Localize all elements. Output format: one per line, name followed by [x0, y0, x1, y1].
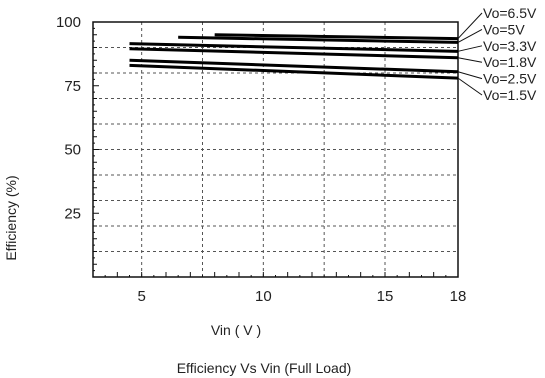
- legend-leader-line: [457, 12, 483, 39]
- chart-title: Efficiency Vs Vin (Full Load): [177, 360, 352, 376]
- legend-leader-line: [457, 77, 483, 96]
- y-tick-label: 100: [56, 14, 81, 31]
- series-line: [129, 63, 459, 80]
- series-line: [129, 47, 459, 60]
- series-layer: [129, 33, 459, 80]
- x-tick-label: 10: [255, 288, 272, 305]
- legend-label: Vo=1.5V: [483, 87, 537, 103]
- series-line: [129, 42, 459, 53]
- legend-label: Vo=1.8V: [483, 54, 537, 70]
- x-tick-label: 15: [377, 288, 394, 305]
- x-tick-label: 5: [137, 288, 145, 305]
- legend-leader-line: [457, 45, 483, 52]
- legend-leader-line: [457, 71, 483, 80]
- y-tick-label: 25: [64, 205, 81, 222]
- series-line: [214, 33, 459, 41]
- tick-layer: 25 50 75 100 5 10 15 18: [56, 14, 466, 305]
- x-tick-label: 18: [450, 288, 467, 305]
- y-tick-label: 75: [64, 78, 81, 95]
- legend-label: Vo=5V: [483, 21, 525, 37]
- series-line: [129, 58, 459, 74]
- y-axis-label: Efficiency (%): [3, 175, 19, 260]
- x-axis-label: Vin ( V ): [211, 322, 261, 338]
- legend-label: Vo=6.5V: [483, 5, 537, 21]
- series-line: [178, 35, 459, 44]
- legend-leader-line: [457, 28, 483, 43]
- frame-layer: [92, 21, 459, 278]
- y-tick-label: 50: [64, 142, 81, 159]
- legend-label: Vo=3.3V: [483, 38, 537, 54]
- legend-leader-line: [457, 57, 483, 63]
- legend-label: Vo=2.5V: [483, 71, 537, 87]
